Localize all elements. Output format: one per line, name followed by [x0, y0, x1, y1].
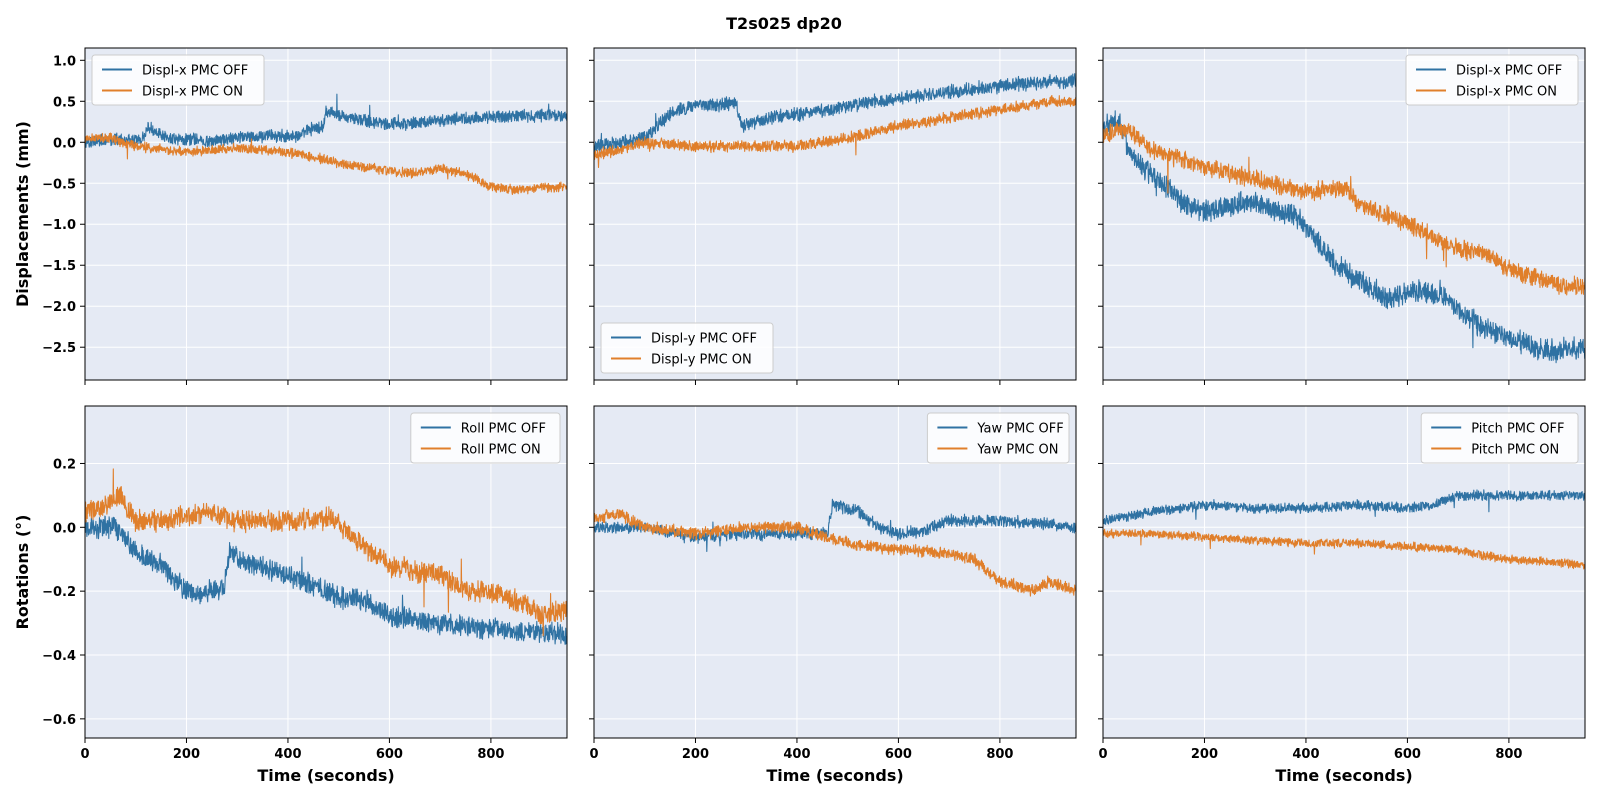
- series-line: [594, 508, 1076, 597]
- legend-label: Displ-x PMC OFF: [142, 64, 248, 79]
- series-line: [1103, 110, 1585, 364]
- legend-box: [1405, 54, 1579, 106]
- y-tick-label: −0.6: [42, 713, 76, 728]
- legend-label: Displ-y PMC OFF: [651, 332, 757, 347]
- series-group: [1103, 110, 1585, 364]
- legend-box: [600, 322, 774, 374]
- legend: Displ-x PMC OFF Displ-x PMC ON: [91, 54, 265, 106]
- x-tick-label: 0: [1098, 747, 1107, 762]
- y-tick-label: 0.0: [53, 521, 76, 536]
- series-group: [1103, 489, 1585, 570]
- axes-frame: [593, 47, 1077, 381]
- y-tick-label: 0.5: [53, 95, 76, 110]
- axes-frame: [593, 405, 1077, 739]
- y-tick-label: 0.2: [53, 457, 76, 472]
- x-tick-label: 200: [173, 747, 200, 762]
- x-tick-label: 800: [986, 747, 1013, 762]
- series-group: [594, 73, 1076, 169]
- x-tick-label: 600: [885, 747, 912, 762]
- legend-label: Displ-x PMC ON: [142, 85, 243, 100]
- y-tick-label: −0.4: [42, 649, 76, 664]
- x-tick-label: 0: [589, 747, 598, 762]
- x-axis-label: Time (seconds): [257, 766, 394, 785]
- legend-box: [926, 412, 1070, 464]
- panel-top-middle: Displ-y PMC OFF Displ-y PMC ON: [589, 47, 1077, 385]
- panel-top-left: 1.0 0.5 0.0 −0.5 −1.0 −1.5 −2.0 −2.5 Displacemen…: [13, 47, 568, 385]
- legend-label: Displ-y PMC ON: [651, 353, 752, 368]
- series-group: [85, 468, 567, 645]
- series-line: [1103, 528, 1585, 570]
- y-axis-label: Rotations (°): [13, 515, 32, 630]
- x-axis-label: Time (seconds): [1275, 766, 1412, 785]
- x-tick-label: 600: [1394, 747, 1421, 762]
- x-tick-label: 800: [477, 747, 504, 762]
- x-tick-label: 400: [783, 747, 810, 762]
- legend-label: Yaw PMC OFF: [976, 422, 1063, 437]
- axes-frame: [1102, 47, 1586, 381]
- panel-bottom-left: 0 200 400 600 800 0.2 0.0 −0.2 −0.4 −0.6 Time (sec…: [13, 405, 568, 785]
- series-line: [85, 515, 567, 645]
- legend-box: [410, 412, 561, 464]
- y-tick-label: −2.5: [42, 341, 76, 356]
- axes-frame: [1102, 405, 1586, 739]
- panel-bottom-right: 0 200 400 600 800 Time (seconds) Pitch PMC OFF…: [1098, 405, 1586, 785]
- legend: Pitch PMC OFF Pitch PMC ON: [1420, 412, 1579, 464]
- legend-label: Pitch PMC OFF: [1471, 422, 1564, 437]
- legend-label: Yaw PMC ON: [976, 443, 1058, 458]
- y-tick-label: −1.0: [42, 218, 76, 233]
- legend-box: [91, 54, 265, 106]
- series-line: [85, 132, 567, 196]
- legend: Displ-y PMC OFF Displ-y PMC ON: [600, 322, 774, 374]
- figure-title: T2s025 dp20: [726, 14, 842, 33]
- legend: Displ-x PMC OFF Displ-x PMC ON: [1405, 54, 1579, 106]
- legend: Roll PMC OFF Roll PMC ON: [410, 412, 561, 464]
- series-line: [594, 73, 1076, 153]
- x-tick-label: 800: [1495, 747, 1522, 762]
- x-tick-label: 400: [274, 747, 301, 762]
- axes-frame: [84, 47, 568, 381]
- legend-label: Displ-x PMC OFF: [1456, 64, 1562, 79]
- x-tick-label: 200: [1191, 747, 1218, 762]
- series-line: [85, 93, 567, 148]
- legend-label: Roll PMC ON: [461, 443, 541, 458]
- series-line: [594, 95, 1076, 169]
- legend-label: Roll PMC OFF: [461, 422, 546, 437]
- x-tick-label: 0: [80, 747, 89, 762]
- y-tick-label: −0.5: [42, 177, 76, 192]
- y-tick-label: 0.0: [53, 136, 76, 151]
- y-tick-label: −2.0: [42, 300, 76, 315]
- x-tick-label: 400: [1292, 747, 1319, 762]
- panel-top-right: Displ-x PMC OFF Displ-x PMC ON: [1098, 47, 1586, 385]
- y-tick-label: 1.0: [53, 54, 76, 69]
- y-tick-label: −1.5: [42, 259, 76, 274]
- series-line: [1103, 489, 1585, 525]
- x-tick-label: 600: [376, 747, 403, 762]
- x-axis-label: Time (seconds): [766, 766, 903, 785]
- legend: Yaw PMC OFF Yaw PMC ON: [926, 412, 1070, 464]
- y-axis-label: Displacements (mm): [13, 121, 32, 307]
- series-line: [1103, 122, 1585, 296]
- y-tick-label: −0.2: [42, 585, 76, 600]
- legend-box: [1420, 412, 1579, 464]
- series-line: [85, 468, 567, 637]
- legend-label: Displ-x PMC ON: [1456, 85, 1557, 100]
- x-tick-label: 200: [682, 747, 709, 762]
- axes-frame: [84, 405, 568, 739]
- series-group: [85, 93, 567, 196]
- series-group: [594, 498, 1076, 597]
- legend-label: Pitch PMC ON: [1471, 443, 1559, 458]
